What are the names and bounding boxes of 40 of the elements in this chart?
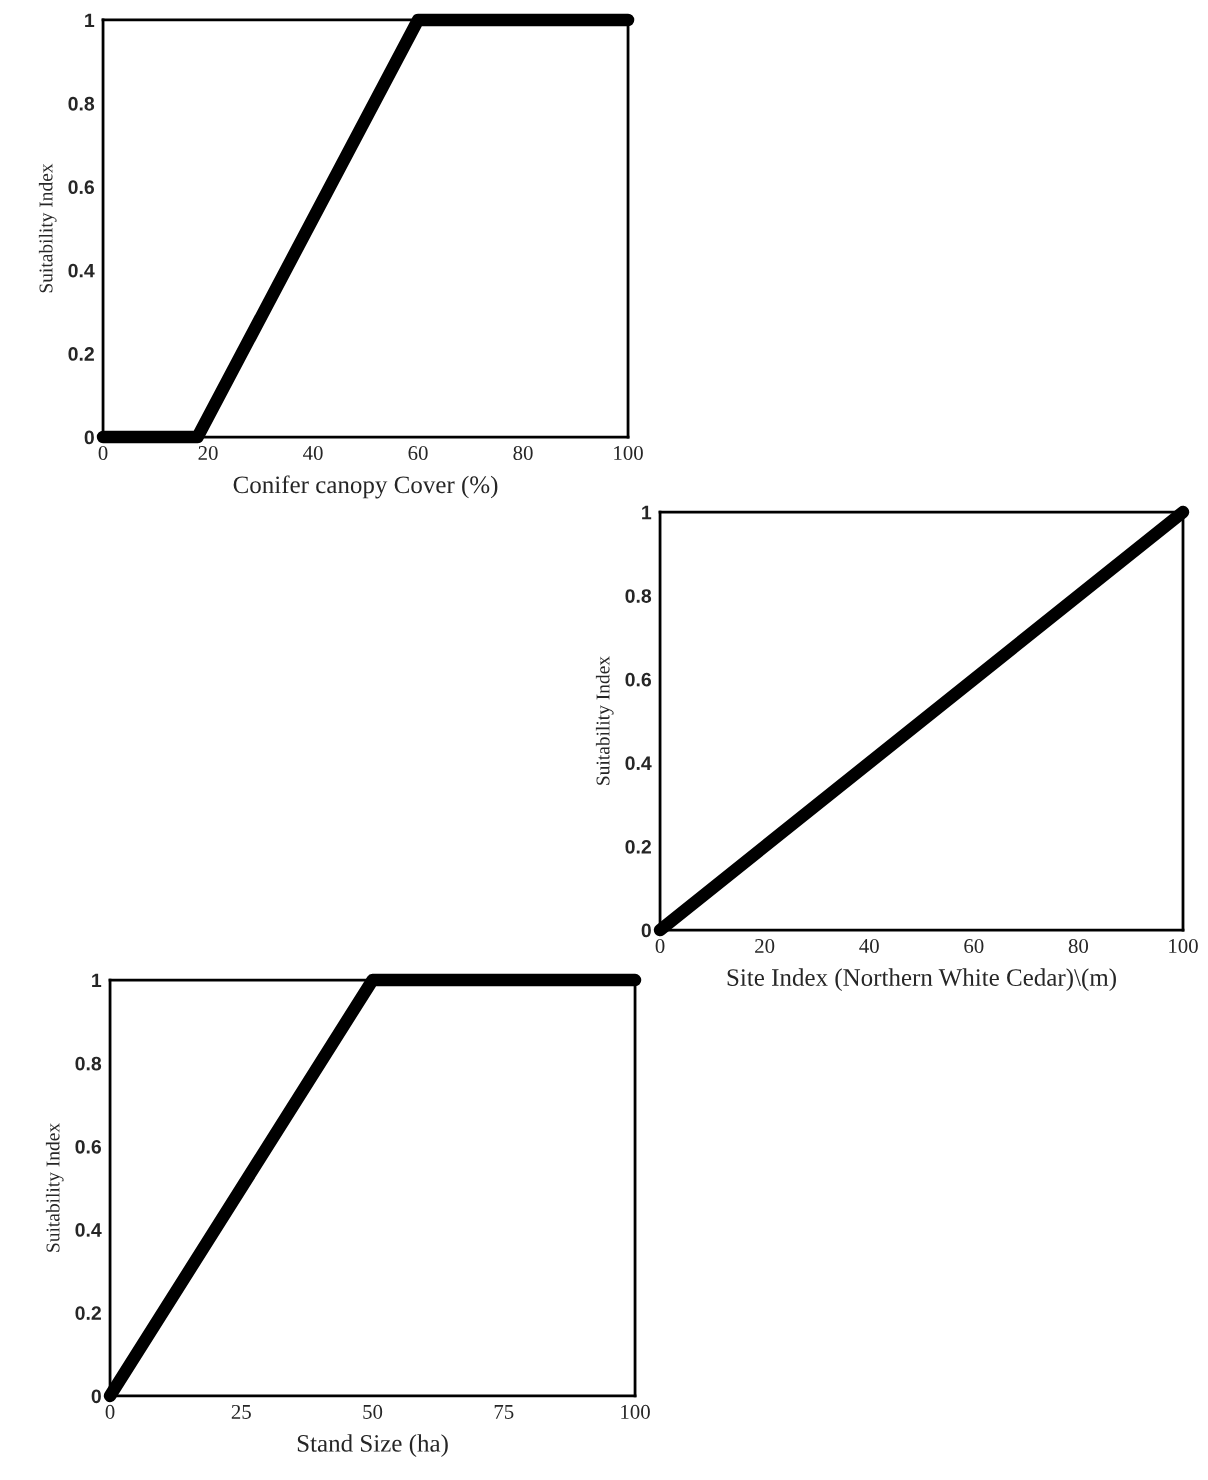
y-tick-label: 0.4 bbox=[625, 756, 652, 771]
y-tick-label: 0.8 bbox=[75, 1056, 102, 1071]
x-tick-label: 40 bbox=[303, 445, 323, 461]
y-tick-label: 0.2 bbox=[625, 839, 651, 854]
y-tick-label: 0 bbox=[84, 430, 94, 445]
x-tick-label: 40 bbox=[859, 938, 879, 954]
y-axis-title: Suitability Index bbox=[45, 1123, 64, 1252]
y-tick-label: 1 bbox=[642, 505, 652, 520]
y-axis-title: Suitability Index bbox=[595, 656, 614, 785]
y-tick-label: 0 bbox=[641, 923, 651, 938]
x-axis-title: Conifer canopy Cover (%) bbox=[233, 475, 498, 499]
x-axis-title: Stand Size (ha) bbox=[297, 1434, 448, 1457]
x-tick-label: 75 bbox=[494, 1405, 514, 1419]
y-tick-label: 0 bbox=[91, 1389, 101, 1404]
x-tick-label: 60 bbox=[408, 445, 428, 461]
x-tick-label: 100 bbox=[614, 445, 643, 461]
x-tick-label: 20 bbox=[755, 938, 775, 954]
y-tick-label: 0.4 bbox=[75, 1223, 102, 1237]
x-tick-label: 80 bbox=[1068, 938, 1089, 954]
y-tick-label: 1 bbox=[85, 13, 95, 28]
y-tick-label: 0.6 bbox=[68, 180, 95, 195]
x-tick-label: 100 bbox=[621, 1404, 650, 1419]
x-axis-title: Site Index (Northern White Cedar)\(m) bbox=[727, 968, 1116, 992]
y-tick-label: 0.8 bbox=[68, 96, 95, 111]
y-tick-label: 0.2 bbox=[68, 347, 94, 361]
y-tick-label: 0.2 bbox=[75, 1306, 101, 1320]
y-tick-label: 0.8 bbox=[625, 589, 652, 603]
x-tick-label: 25 bbox=[231, 1404, 251, 1419]
y-tick-label: 0.6 bbox=[75, 1139, 102, 1154]
x-tick-label: 100 bbox=[1169, 938, 1198, 954]
y-tick-label: 0.6 bbox=[625, 672, 652, 687]
x-tick-label: 0 bbox=[105, 1404, 115, 1419]
x-tick-label: 50 bbox=[363, 1404, 383, 1419]
x-tick-label: 0 bbox=[655, 938, 665, 954]
x-tick-label: 60 bbox=[964, 938, 984, 954]
x-tick-label: 20 bbox=[198, 445, 218, 461]
x-tick-label: 80 bbox=[513, 445, 533, 461]
y-tick-label: 1 bbox=[92, 973, 102, 988]
y-axis-title: Suitability Index bbox=[38, 163, 57, 293]
y-tick-label: 0.4 bbox=[68, 263, 95, 278]
